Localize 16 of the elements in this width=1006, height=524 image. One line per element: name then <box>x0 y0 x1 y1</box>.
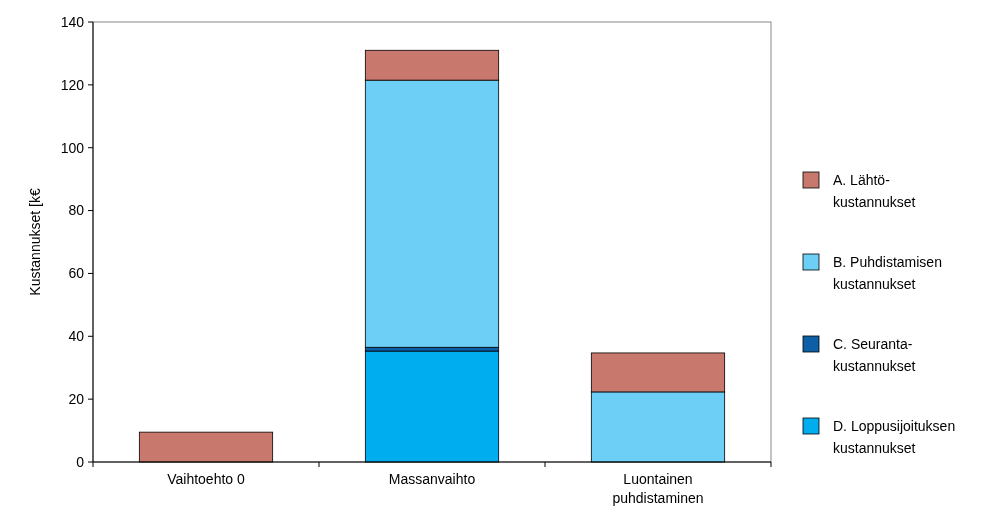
y-tick-label: 0 <box>76 453 85 470</box>
y-tick-label: 20 <box>68 391 85 408</box>
y-tick-label: 80 <box>68 202 85 219</box>
y-tick-label: 40 <box>68 328 85 345</box>
legend-label: C. Seuranta-kustannukset <box>833 336 916 374</box>
legend-label: D. Loppusijoituksen kustannukset <box>833 418 956 456</box>
legend-label: B. Puhdistamisen kustannukset <box>833 254 942 292</box>
y-tick-label: 140 <box>60 13 85 30</box>
y-axis-title: Kustannukset [k€ <box>27 188 43 296</box>
x-tick-label: Massanvaihto <box>388 471 476 487</box>
x-tick-label: Luontainen puhdistaminen <box>612 471 704 506</box>
y-tick-label: 60 <box>68 265 85 282</box>
y-tick-label: 100 <box>60 139 85 156</box>
legend-label: A. Lähtö-kustannukset <box>833 172 916 210</box>
x-tick-label: Vaihtoehto 0 <box>167 471 245 487</box>
y-tick-label: 120 <box>60 76 85 93</box>
